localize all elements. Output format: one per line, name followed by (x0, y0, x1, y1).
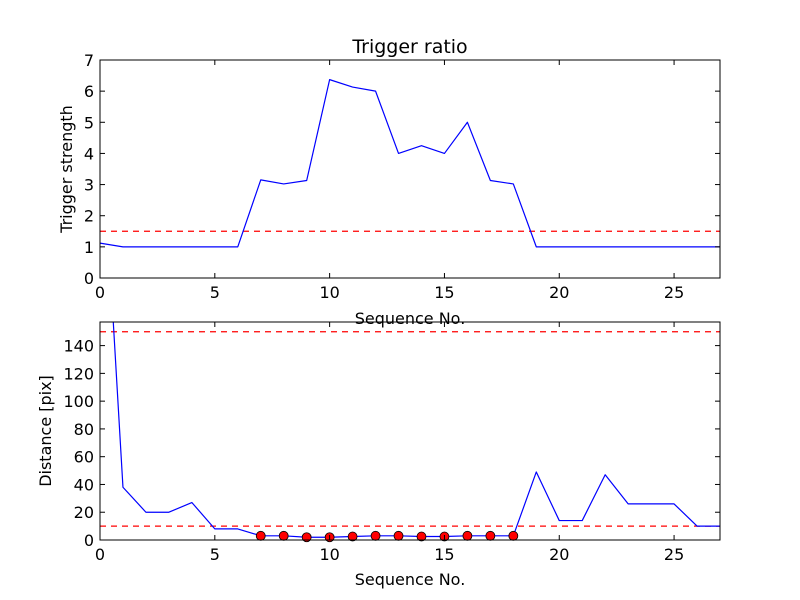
series-group (100, 79, 720, 248)
trigger-ratio-plot: Trigger ratio 0 5 10 15 20 25 0 1 2 3 4 5 6 7 Sequenc… (57, 36, 721, 328)
series-group (112, 322, 720, 538)
plot-frame (99, 59, 721, 279)
x-tick-label: 15 (434, 545, 454, 564)
y-tick-label: 140 (63, 337, 94, 356)
y-tick-label: 40 (74, 475, 94, 494)
chart-title: Trigger ratio (351, 36, 467, 58)
x-tick-label: 25 (664, 545, 684, 564)
y-tick-label: 120 (63, 364, 94, 383)
x-tick-label: 15 (434, 283, 454, 302)
data-point-marker (347, 531, 358, 542)
y-tick-label: 6 (84, 82, 94, 101)
y-tick-label: 0 (84, 269, 94, 288)
x-tick-label: 5 (210, 545, 220, 564)
x-tick-label: 20 (549, 545, 569, 564)
markers-group (255, 530, 519, 543)
y-tick-label: 60 (74, 448, 94, 467)
data-point-marker (370, 530, 381, 541)
threshold-lines (100, 331, 720, 527)
data-point-marker (278, 530, 289, 541)
x-tick-label: 5 (210, 283, 220, 302)
y-tick-label: 100 (63, 392, 94, 411)
y-tick-label: 0 (84, 531, 94, 550)
series-line (100, 79, 720, 248)
ticks-group: 0 5 10 15 20 25 0 20 40 60 80 100 120 140 (63, 322, 720, 564)
plot-frame (99, 321, 721, 541)
y-tick-label: 5 (84, 113, 94, 132)
x-tick-label: 0 (95, 545, 105, 564)
x-axis-label: Sequence No. (355, 309, 466, 328)
y-tick-label: 7 (84, 51, 94, 70)
y-tick-label: 2 (84, 207, 94, 226)
ticks-group: 0 5 10 15 20 25 0 1 2 3 4 5 6 7 (84, 51, 720, 302)
series-line (112, 322, 720, 538)
data-point-marker (462, 530, 473, 541)
x-tick-label: 20 (549, 283, 569, 302)
x-tick-label: 10 (319, 545, 339, 564)
x-tick-label: 25 (664, 283, 684, 302)
data-point-marker (508, 530, 519, 541)
data-point-marker (416, 531, 427, 542)
data-point-marker (255, 530, 266, 541)
data-point-marker (301, 532, 312, 543)
distance-plot: 0 5 10 15 20 25 0 20 40 60 80 100 120 140 Sequence No… (36, 321, 721, 589)
data-point-marker (485, 530, 496, 541)
y-tick-label: 1 (84, 238, 94, 257)
y-tick-label: 80 (74, 420, 94, 439)
x-tick-label: 10 (319, 283, 339, 302)
x-tick-label: 0 (95, 283, 105, 302)
y-axis-label: Trigger strength (57, 105, 76, 234)
data-point-marker (393, 530, 404, 541)
y-axis-label: Distance [pix] (36, 375, 55, 487)
y-tick-label: 20 (74, 503, 94, 522)
x-axis-label: Sequence No. (355, 570, 466, 589)
y-tick-label: 4 (84, 144, 94, 163)
y-tick-label: 3 (84, 176, 94, 195)
